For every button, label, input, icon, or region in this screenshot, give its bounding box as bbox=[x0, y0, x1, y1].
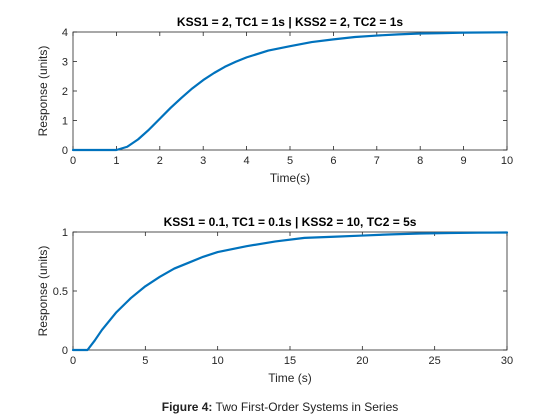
x-tick-label: 5 bbox=[142, 355, 148, 367]
y-tick-label: 1 bbox=[62, 227, 68, 239]
x-tick-label: 4 bbox=[244, 155, 250, 167]
chart-title: KSS1 = 2, TC1 = 1s | KSS2 = 2, TC2 = 1s bbox=[177, 15, 403, 29]
y-tick-label: 2 bbox=[62, 86, 68, 98]
x-tick-label: 9 bbox=[461, 155, 467, 167]
y-tick-label: 0 bbox=[62, 145, 68, 157]
y-tick-label: 4 bbox=[62, 27, 68, 39]
x-tick-label: 0 bbox=[70, 155, 76, 167]
figure-caption-text: Two First-Order Systems in Series bbox=[215, 400, 399, 414]
y-tick-label: 1 bbox=[62, 116, 68, 128]
x-tick-label: 2 bbox=[157, 155, 163, 167]
x-tick-label: 10 bbox=[212, 355, 224, 367]
y-tick-label: 0.5 bbox=[53, 286, 68, 298]
chart-title: KSS1 = 0.1, TC1 = 0.1s | KSS2 = 10, TC2 … bbox=[164, 215, 417, 229]
series-line bbox=[71, 31, 509, 152]
x-tick-label: 8 bbox=[417, 155, 423, 167]
x-tick-label: 10 bbox=[501, 155, 513, 167]
figure-caption-label: Figure 4: bbox=[161, 400, 213, 414]
subplot-top: 0 1 2 3 4 5 6 7 8 9 10 0 1 2 3 4 KSS1 = 2, TC1 = 1s | KS… bbox=[36, 15, 513, 185]
x-tick-label: 30 bbox=[501, 355, 513, 367]
figure-caption: Figure 4: Two First-Order Systems in Ser… bbox=[0, 400, 560, 414]
y-tick-label: 3 bbox=[62, 57, 68, 69]
x-tick-label: 3 bbox=[200, 155, 206, 167]
x-tick-label: 20 bbox=[356, 355, 368, 367]
x-tick-label: 5 bbox=[287, 155, 293, 167]
x-tick-label: 0 bbox=[70, 355, 76, 367]
x-tick-label: 6 bbox=[330, 155, 336, 167]
axes-box bbox=[72, 31, 508, 151]
axes-box bbox=[72, 231, 508, 351]
y-tick-label: 0 bbox=[62, 345, 68, 357]
x-tick-label: 7 bbox=[374, 155, 380, 167]
y-axis-label: Response (units) bbox=[36, 246, 50, 337]
x-tick-label: 15 bbox=[284, 355, 296, 367]
x-axis-label: Time(s) bbox=[270, 171, 310, 185]
subplot-bottom: 0 5 10 15 20 25 30 0 0.5 1 KSS1 = 0.1, TC1 = 0.1s … bbox=[36, 215, 513, 385]
series-line bbox=[71, 231, 509, 352]
x-axis-label: Time (s) bbox=[268, 371, 312, 385]
y-axis-label: Response (units) bbox=[36, 46, 50, 137]
x-tick-label: 1 bbox=[113, 155, 119, 167]
x-tick-label: 25 bbox=[429, 355, 441, 367]
